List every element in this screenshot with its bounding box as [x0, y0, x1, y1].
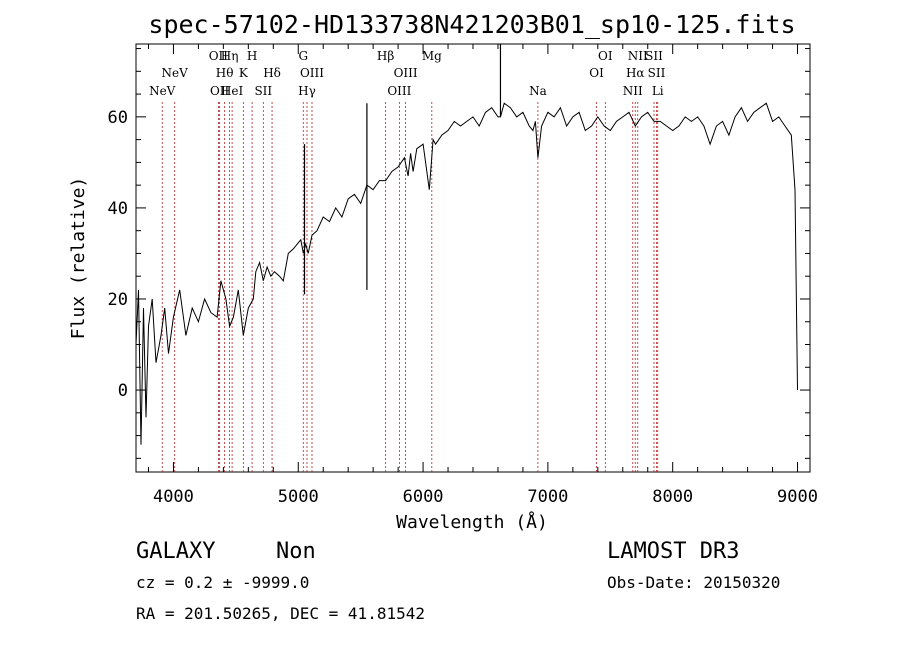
- spectral-line-label: OII: [210, 84, 230, 98]
- spectral-line-label: OI: [598, 49, 613, 63]
- object-subclass: Non: [276, 539, 316, 564]
- x-tick-label: 7000: [527, 487, 568, 507]
- survey-name: LAMOST DR3: [607, 539, 739, 564]
- spectral-line-label: OII: [209, 49, 229, 63]
- x-axis-ticks: 4000 5000 6000 7000 8000 9000: [147, 44, 818, 507]
- spectral-line-label: Hβ: [377, 49, 394, 63]
- y-tick-label: 60: [108, 108, 128, 128]
- spectral-line-label: SII: [645, 49, 663, 63]
- x-tick-label: 5000: [278, 487, 319, 507]
- spectrum-spikes: [303, 44, 502, 295]
- object-class: GALAXY: [136, 539, 215, 564]
- spectral-line-label: Hη: [221, 49, 239, 63]
- spectral-line-label: SII: [254, 84, 272, 98]
- y-tick-label: 0: [118, 381, 128, 401]
- y-axis-label: Flux (relative): [68, 177, 89, 340]
- y-tick-label: 40: [108, 199, 128, 219]
- x-tick-label: 6000: [403, 487, 444, 507]
- spectral-line-label: Li: [652, 84, 664, 98]
- ra-dec-coordinates: RA = 201.50265, DEC = 41.81542: [136, 604, 425, 623]
- spectrum-line: [135, 102, 798, 445]
- spectral-line-label: H: [247, 49, 257, 63]
- spectral-line-label: OIII: [300, 66, 324, 80]
- spectral-line-label: Mg: [422, 49, 442, 63]
- x-tick-label: 4000: [153, 487, 194, 507]
- observation-date: Obs-Date: 20150320: [607, 573, 780, 592]
- chart-title: spec-57102-HD133738N421203B01_sp10-125.f…: [148, 10, 795, 39]
- spectral-line-label: NII: [628, 49, 648, 63]
- y-tick-label: 20: [108, 290, 128, 310]
- spectral-line-label: HeI: [221, 84, 244, 98]
- spectral-line-label: Hδ: [263, 66, 281, 80]
- spectral-line-label: NeV: [149, 84, 176, 98]
- x-tick-label: 8000: [652, 487, 693, 507]
- redshift-cz: cz = 0.2 ± -9999.0: [136, 573, 309, 592]
- spectral-line-label: OI: [589, 66, 604, 80]
- spectral-line-label: Hα: [626, 66, 645, 80]
- spectral-line-label: G: [298, 49, 308, 63]
- spectral-line-label: OIII: [387, 84, 411, 98]
- spectral-line-label: Hγ: [298, 84, 316, 98]
- spectral-line-label: OIII: [394, 66, 418, 80]
- spectral-line-label: NII: [623, 84, 643, 98]
- plot-frame: [135, 43, 811, 473]
- spectral-line-label: K: [239, 66, 249, 80]
- x-tick-label: 9000: [777, 487, 818, 507]
- x-axis-label: Wavelength (Å): [396, 511, 548, 533]
- spectral-line-label: NeV: [162, 66, 189, 80]
- y-axis-ticks: 0 20 40 60: [108, 48, 810, 459]
- spectral-line-label: Hθ: [216, 66, 234, 80]
- spectral-line-label: Na: [529, 84, 547, 98]
- spectral-line-markers: NeVNeVOIIOIIHθHηHeIKHSIIHδGHγOIIIHβOIIIO…: [149, 49, 666, 472]
- spectral-line-label: SII: [648, 66, 666, 80]
